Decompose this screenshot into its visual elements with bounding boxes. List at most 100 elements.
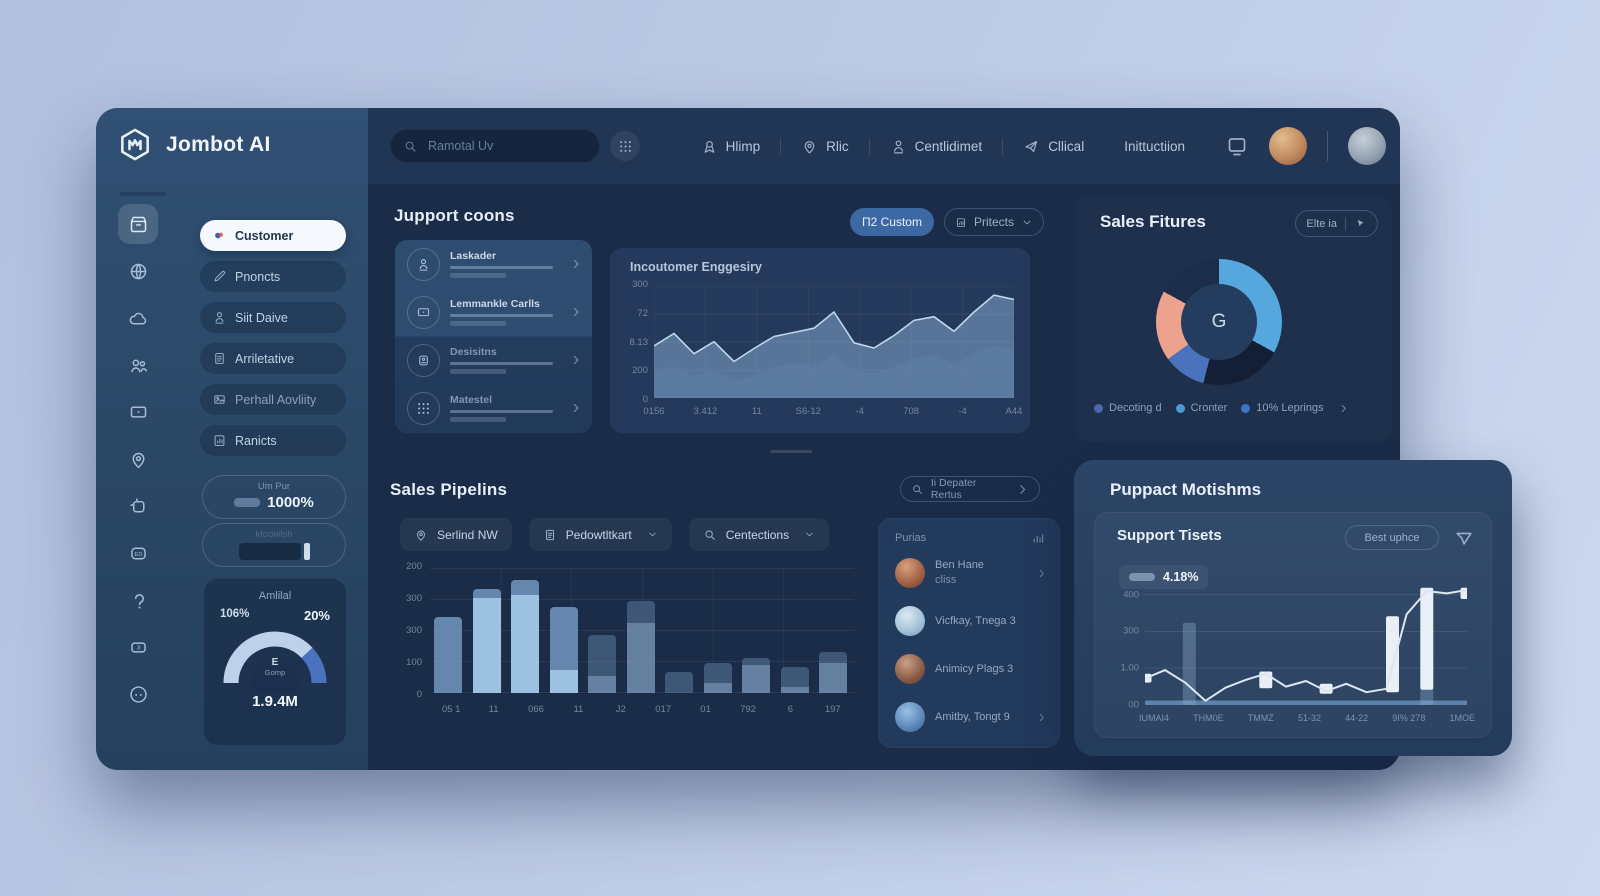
nav-item-cllical[interactable]: Cllical	[1023, 138, 1104, 155]
elte-button[interactable]: Elte ia	[1295, 210, 1378, 237]
person-row[interactable]: Ben Hane cliss	[879, 549, 1059, 597]
grid-dots-icon	[618, 139, 633, 154]
best-uphce-button[interactable]: Best uphce	[1345, 525, 1439, 550]
rail-item-globe[interactable]	[118, 251, 158, 291]
bar-1	[472, 588, 501, 693]
support-tickets-card: Support Tisets Best uphce 4.18% 400 300 1.…	[1094, 512, 1492, 738]
support-tickets-title: Support Tisets	[1117, 527, 1222, 544]
stat-pill-ktoowlsh[interactable]: ktoowlsh	[202, 523, 346, 567]
legend-item[interactable]: 10% Leprings	[1241, 402, 1324, 414]
projects-icon	[955, 216, 967, 229]
sidebar-item-customer[interactable]: Customer	[200, 220, 346, 251]
rail-item-archive[interactable]	[118, 204, 158, 244]
legend-item[interactable]: Decoting d	[1094, 402, 1162, 414]
doc-icon	[212, 351, 227, 366]
support-panel: Puppact Motishms Support Tisets Best uph…	[1074, 460, 1512, 756]
pin-icon	[801, 138, 818, 155]
rail-item-users[interactable]	[118, 345, 158, 385]
image-icon	[212, 392, 227, 407]
ji-card-icon: JI	[128, 637, 149, 658]
grid-icon	[416, 401, 431, 416]
people-card-title: Purias	[895, 532, 927, 544]
list-item[interactable]: Lemmankle Carlls	[395, 288, 592, 336]
nav-item-label: Centlidimet	[914, 138, 983, 154]
stat-value: 1000%	[267, 494, 314, 511]
support-panel-title: Puppact Motishms	[1110, 480, 1262, 499]
depater-button[interactable]: Ii Depater Rertus	[900, 476, 1040, 502]
list-item-title: Desisitns	[450, 346, 497, 359]
user-avatar[interactable]	[1269, 127, 1307, 165]
list-item[interactable]: Matestel	[395, 384, 592, 432]
rail-item-question-hook[interactable]	[118, 580, 158, 620]
paper-plane-filter-icon[interactable]	[1453, 527, 1475, 549]
nav-item-hlimp[interactable]: Hlimp	[701, 137, 782, 155]
filter-serlind-nw[interactable]: Serlind NW	[400, 518, 512, 551]
list-item[interactable]: Desisitns	[395, 336, 592, 384]
button-divider	[1345, 216, 1346, 231]
support-list-card: Laskader Lemmankle Carlls Desisitns Mateste…	[395, 240, 592, 433]
nav-item-inittuctiion[interactable]: Inittuctiion	[1124, 139, 1205, 154]
nav-item-centlidimet[interactable]: Centlidimet	[890, 137, 1004, 155]
screen-icon	[128, 402, 149, 423]
rail-item-ed-badge[interactable]: ED	[118, 533, 158, 573]
chevron-right-icon	[1338, 403, 1349, 414]
globe-icon	[128, 261, 149, 282]
monitor-icon[interactable]	[1225, 134, 1249, 158]
skeleton-line	[450, 362, 553, 365]
sidebar-item-ranicts[interactable]: Ranicts	[200, 425, 346, 456]
chevron-down-icon	[1021, 216, 1033, 229]
skeleton-line	[450, 416, 506, 422]
donut-center: G	[1181, 284, 1257, 360]
person-icon	[407, 247, 440, 281]
svg-text:JI: JI	[136, 645, 140, 651]
person-row[interactable]: Vicfkay, Tnega 3	[879, 597, 1059, 645]
legend-label: Cronter	[1190, 402, 1228, 414]
person-icon	[212, 310, 227, 325]
bar-9	[780, 666, 809, 693]
list-item-meta: Laskader	[450, 250, 560, 278]
secondary-avatar[interactable]	[1348, 127, 1386, 165]
list-item[interactable]: Laskader	[395, 240, 592, 288]
sidebar-item-label: Siit Daive	[235, 310, 288, 325]
doc-icon	[543, 528, 557, 542]
rail-item-puzzle[interactable]	[118, 486, 158, 526]
rail-item-pin[interactable]	[118, 439, 158, 479]
projects-dropdown[interactable]: Pritects	[944, 208, 1044, 236]
top-navigation: Hlimp Rlic Centlidimet Cllical Inittuctiion	[701, 108, 1386, 184]
sidebar-item-label: Arriletative	[235, 351, 295, 366]
person-row[interactable]: Amitby, Tongt 9	[879, 693, 1059, 741]
svg-text:ED: ED	[134, 551, 142, 557]
sidebar-item-siit-daive[interactable]: Siit Daive	[200, 302, 346, 333]
stat-pill-umpur[interactable]: Um Pur 1000%	[202, 475, 346, 519]
gauge-left-value: 106%	[220, 608, 250, 620]
rail-item-more[interactable]	[118, 674, 158, 714]
bar-chart-icon[interactable]	[1031, 531, 1045, 545]
sidebar-item-arriletative[interactable]: Arriletative	[200, 343, 346, 374]
chartdoc-icon	[212, 433, 227, 448]
skeleton-line	[450, 320, 506, 326]
search-input[interactable]	[426, 138, 587, 154]
bar-8	[742, 657, 771, 693]
rail-item-screen[interactable]	[118, 392, 158, 432]
filter-label: Serlind NW	[437, 527, 498, 542]
filter-centections[interactable]: Centections	[688, 518, 830, 551]
custom-button[interactable]: П2 Custom	[850, 208, 934, 236]
bar-y-axis: 200 300 300 100 0	[406, 561, 422, 700]
search-bar[interactable]	[390, 129, 600, 163]
chevron-right-icon	[570, 258, 582, 270]
person-row[interactable]: Animicy Plags 3	[879, 645, 1059, 693]
filter-pedowtltkart[interactable]: Pedowtltkart	[528, 518, 672, 551]
rail-item-cloud[interactable]	[118, 298, 158, 338]
legend-item[interactable]: Cronter	[1175, 402, 1228, 414]
avatar-divider	[1327, 131, 1328, 161]
person-name: Animicy Plags 3	[935, 662, 1014, 675]
sidebar-item-perhall-aovliity[interactable]: Perhall Aovliity	[200, 384, 346, 415]
badge-dash	[1129, 573, 1155, 581]
apps-grid-button[interactable]	[610, 131, 640, 161]
tickets-badge: 4.18%	[1119, 565, 1209, 589]
sidebar-item-pnoncts[interactable]: Pnoncts	[200, 261, 346, 292]
rail-item-ji-card[interactable]: JI	[118, 627, 158, 667]
person-name: Ben Hane cliss	[935, 558, 1026, 588]
nav-item-rlic[interactable]: Rlic	[801, 137, 870, 155]
